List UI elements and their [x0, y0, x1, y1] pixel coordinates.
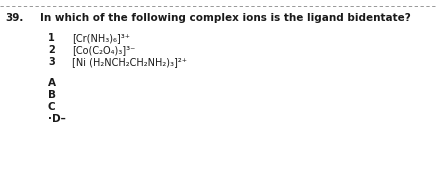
- Text: 2: 2: [48, 45, 55, 55]
- Text: C: C: [48, 102, 56, 112]
- Text: [Ni (H₂NCH₂CH₂NH₂)₃]²⁺: [Ni (H₂NCH₂CH₂NH₂)₃]²⁺: [72, 57, 187, 67]
- Text: [Co(C₂O₄)₃]³⁻: [Co(C₂O₄)₃]³⁻: [72, 45, 135, 55]
- Text: In which of the following complex ions is the ligand bidentate?: In which of the following complex ions i…: [40, 13, 410, 23]
- Text: 1: 1: [48, 33, 55, 43]
- Text: A: A: [48, 78, 56, 88]
- Text: 39.: 39.: [5, 13, 23, 23]
- Text: 3: 3: [48, 57, 55, 67]
- Text: B: B: [48, 90, 56, 100]
- Text: [Cr(NH₃)₆]³⁺: [Cr(NH₃)₆]³⁺: [72, 33, 130, 43]
- Text: ·D–: ·D–: [48, 114, 66, 124]
